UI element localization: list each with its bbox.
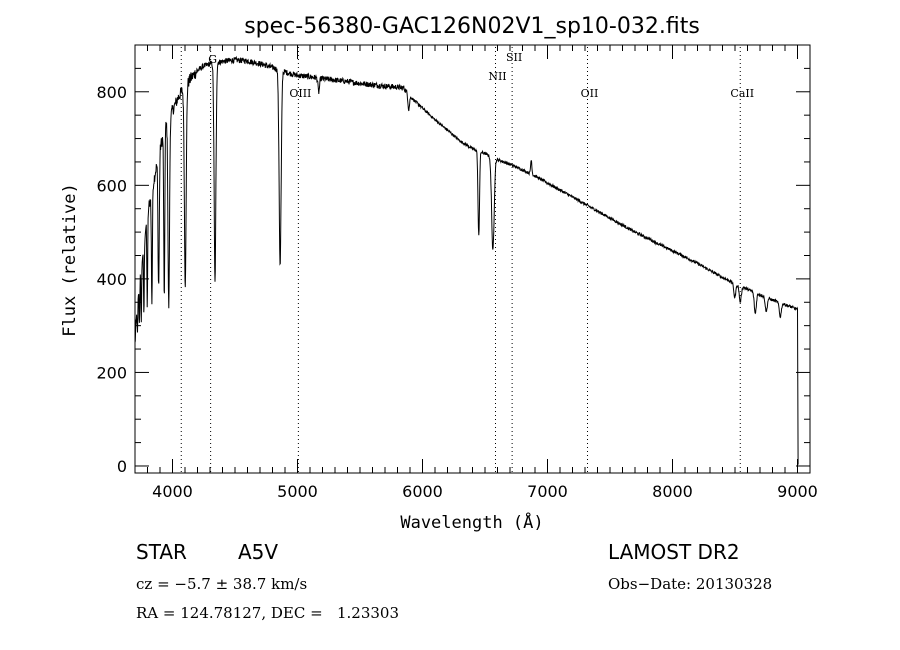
y-tick-label: 600	[96, 176, 127, 195]
y-tick-label: 0	[117, 457, 127, 476]
y-tick-label: 400	[96, 270, 127, 289]
x-tick-label: 9000	[777, 482, 818, 501]
chart-title: spec-56380-GAC126N02V1_sp10-032.fits	[244, 14, 700, 39]
y-axis-ticks: 0 200 400 600 800	[96, 44, 810, 476]
observation-date: Obs−Date: 20130328	[608, 575, 773, 593]
line-marker-label: OII	[581, 87, 599, 100]
line-marker-label: SII	[506, 51, 522, 64]
x-tick-label: 6000	[402, 482, 443, 501]
line-marker-label: G	[208, 53, 217, 66]
velocity-readout: cz = −5.7 ± 38.7 km/s	[136, 575, 308, 593]
spectrum-line	[134, 55, 799, 465]
survey-name: LAMOST DR2	[608, 540, 740, 564]
x-tick-label: 8000	[652, 482, 693, 501]
coordinates-readout: RA = 124.78127, DEC = 1.23303	[136, 604, 400, 622]
line-marker-label: NII	[488, 70, 506, 83]
y-tick-label: 200	[96, 363, 127, 382]
x-tick-label: 4000	[152, 482, 193, 501]
x-axis-label: Wavelength (Å)	[400, 511, 543, 533]
x-tick-label: 7000	[527, 482, 568, 501]
x-axis-ticks: 4000 5000 6000 7000 8000 9000	[134, 45, 818, 501]
spectral-subclass: A5V	[238, 540, 279, 564]
y-axis-label: Flux (relative)	[60, 183, 80, 337]
plot-frame	[134, 44, 811, 474]
x-tick-label: 5000	[277, 482, 318, 501]
line-marker-label: CaII	[730, 87, 754, 100]
y-tick-label: 800	[96, 83, 127, 102]
object-class: STAR	[136, 540, 187, 564]
line-marker-label: OIII	[289, 87, 311, 100]
